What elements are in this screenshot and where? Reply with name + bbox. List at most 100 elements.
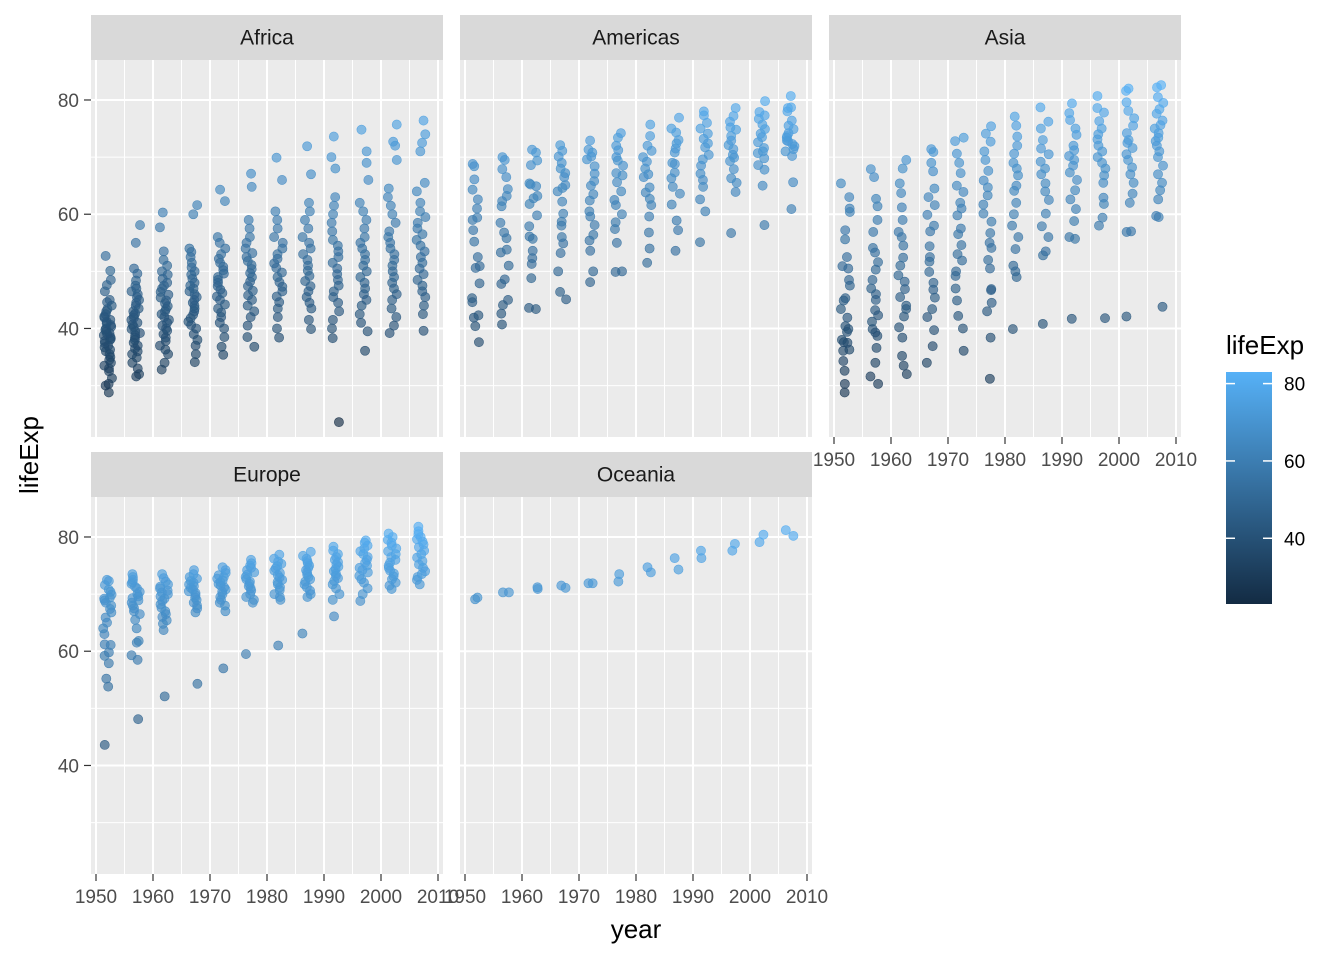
data-point (273, 640, 284, 651)
data-point (272, 323, 282, 334)
data-point (306, 169, 316, 180)
data-point (986, 216, 997, 227)
data-point (360, 345, 370, 356)
data-point (1072, 175, 1082, 185)
data-point (895, 292, 906, 302)
facet-strip-label: Africa (240, 27, 294, 50)
data-point (786, 102, 796, 113)
data-point (216, 341, 227, 352)
data-point (698, 106, 709, 117)
data-point (467, 184, 478, 195)
data-point (561, 294, 572, 305)
data-point (1121, 149, 1132, 160)
data-point (189, 565, 199, 576)
data-point (1043, 149, 1054, 160)
data-point (101, 673, 112, 684)
data-point (363, 175, 374, 185)
data-point (1065, 194, 1076, 205)
y-tick-label: 40 (58, 756, 79, 777)
data-point (1012, 140, 1023, 151)
data-point (958, 132, 969, 143)
data-point (306, 324, 316, 334)
data-point (297, 232, 308, 242)
data-point (589, 220, 600, 230)
data-point (1069, 216, 1080, 226)
data-point (638, 152, 649, 163)
data-point (1070, 185, 1081, 196)
data-point (840, 234, 850, 245)
data-point (726, 228, 737, 238)
data-point (328, 131, 339, 142)
data-point (383, 183, 394, 194)
data-point (1040, 246, 1051, 257)
data-point (298, 249, 309, 260)
data-point (617, 266, 627, 277)
data-point (217, 562, 228, 573)
data-point (190, 349, 201, 360)
x-tick-label: 1960 (132, 887, 174, 908)
data-point (785, 91, 796, 101)
data-point (532, 191, 543, 201)
points-layer (98, 115, 431, 428)
data-point (978, 208, 989, 219)
data-point (986, 284, 997, 294)
data-point (588, 189, 599, 200)
data-point (982, 306, 993, 317)
data-point (588, 266, 599, 277)
data-point (1037, 318, 1048, 329)
data-point (159, 357, 170, 368)
data-point (244, 223, 255, 234)
data-point (249, 306, 260, 317)
data-point (929, 183, 940, 194)
data-point (1157, 177, 1167, 188)
data-point (419, 177, 430, 188)
data-point (270, 206, 281, 217)
data-point (412, 275, 423, 285)
data-point (667, 157, 678, 168)
data-point (839, 365, 850, 376)
data-point (386, 303, 397, 314)
data-point (127, 569, 138, 580)
data-point (666, 123, 677, 134)
data-point (670, 245, 681, 256)
data-point (958, 345, 969, 356)
data-point (359, 232, 370, 242)
data-point (896, 188, 907, 198)
data-point (131, 623, 142, 634)
data-point (897, 163, 908, 174)
data-point (158, 255, 169, 265)
facet-strip (460, 15, 812, 60)
data-point (870, 305, 881, 316)
data-point (780, 525, 791, 536)
data-point (609, 195, 620, 205)
data-point (105, 275, 116, 285)
data-point (327, 323, 337, 334)
data-point (553, 266, 564, 277)
data-point (184, 243, 195, 254)
data-point (555, 248, 566, 258)
data-point (498, 587, 508, 598)
data-point (1153, 169, 1163, 180)
data-point (1036, 221, 1047, 232)
data-point (383, 528, 394, 539)
data-point (984, 373, 995, 384)
data-point (955, 168, 966, 178)
legend-title: lifeExp (1226, 330, 1304, 360)
data-point (952, 249, 963, 260)
data-point (1097, 212, 1108, 223)
legend-tick-label: 80 (1284, 375, 1305, 396)
data-point (219, 332, 230, 342)
data-point (1013, 232, 1024, 242)
data-point (385, 200, 396, 211)
data-point (297, 628, 308, 639)
data-point (840, 293, 851, 304)
x-tick-label: 1980 (984, 450, 1026, 471)
data-point (836, 178, 846, 189)
data-point (1071, 204, 1081, 214)
data-point (242, 320, 253, 331)
data-point (413, 521, 424, 532)
data-point (611, 140, 622, 151)
data-point (382, 192, 393, 202)
data-point (1157, 301, 1168, 312)
data-point (695, 123, 706, 134)
